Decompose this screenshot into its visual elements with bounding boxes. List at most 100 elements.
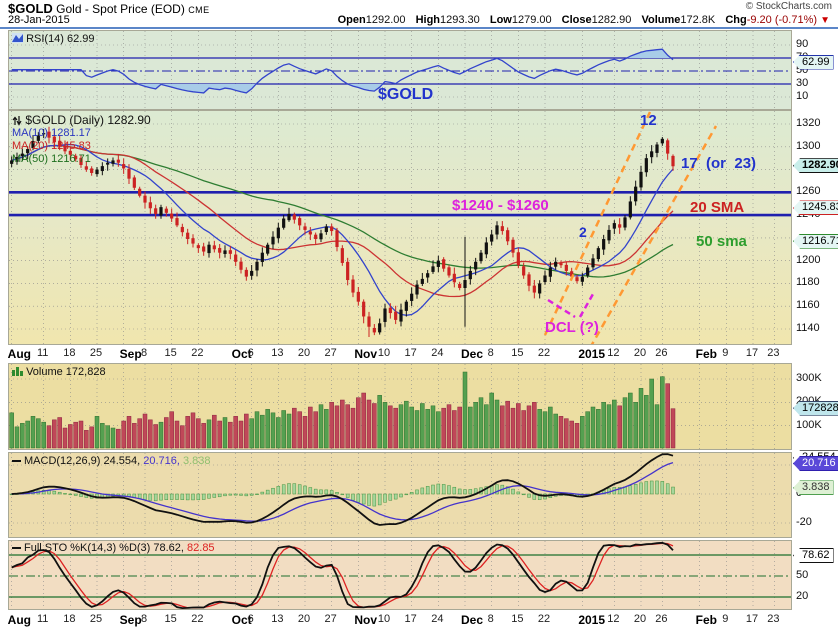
- rsi-value-box: 62.99: [793, 54, 834, 70]
- macd-signal-line: [11, 461, 674, 522]
- volume-legend: Volume 172,828: [12, 366, 106, 378]
- rsi-axis-tick: 90: [796, 38, 809, 50]
- price-panel: [8, 110, 792, 345]
- x-axis-label: 13: [271, 347, 284, 359]
- rsi-indicator-icon: [12, 33, 23, 43]
- open-value: 1292.00: [365, 14, 406, 26]
- price-axis-tick: 1200: [796, 253, 821, 266]
- macd-hist-value: 3.838: [179, 455, 211, 467]
- price-plot: [9, 111, 791, 344]
- x-axis-label: 25: [89, 347, 103, 359]
- price-legend: $GOLD (Daily) 1282.90: [12, 113, 151, 127]
- x-axis-label: 26: [655, 613, 668, 625]
- x-axis-label: 15: [164, 613, 177, 625]
- price-axis-tick: 1180: [796, 276, 820, 289]
- high-label: High: [415, 14, 441, 26]
- vol-axis-tick: 100K: [796, 418, 822, 431]
- sto-legend-text: Full STO %K(14,3) %D(3) 78.62,: [24, 542, 184, 554]
- x-axis-label: 25: [89, 613, 103, 625]
- rsi-legend-text: RSI(14) 62.99: [26, 33, 95, 45]
- open-label: Open: [337, 14, 366, 26]
- x-axis-label: 24: [431, 347, 444, 359]
- volume-legend-text: Volume 172,828: [26, 366, 106, 378]
- x-axis-label: 12: [607, 613, 620, 625]
- x-axis-label: Sep: [119, 347, 142, 361]
- sto-plot: [9, 541, 791, 609]
- rsi-axis-tick: 10: [796, 90, 809, 102]
- x-axis-label: Oct: [231, 613, 252, 627]
- x-axis-label: 20: [297, 613, 311, 625]
- rsi-panel: [8, 30, 792, 110]
- x-axis-label: 20: [297, 347, 311, 359]
- volume-bars-group: [9, 371, 676, 449]
- chg-down-arrow-icon: ▼: [820, 15, 830, 26]
- price-value-box: 1216.71: [793, 233, 838, 249]
- vol-axis-tick: 300K: [796, 372, 822, 384]
- ma50-legend: MA(50) 1216.71: [12, 153, 91, 165]
- chart-annotation: 20 SMA: [690, 199, 745, 216]
- ma10-legend: MA(10) 1281.17: [12, 127, 91, 139]
- x-axis-label: 23: [767, 613, 780, 625]
- macd-value-box: 3.838: [793, 480, 834, 496]
- x-axis-label: 8: [487, 613, 494, 625]
- x-axis-label: 22: [537, 613, 551, 625]
- x-axis-label: 2015: [578, 613, 606, 627]
- x-axis-label: 17: [404, 347, 417, 359]
- chart-header: $GOLD Gold - Spot Price (EOD) CME © Stoc…: [0, 0, 838, 27]
- price-axis-tick: 1260: [796, 185, 821, 198]
- macd-axis-tick: -20: [796, 516, 812, 528]
- price-value-box: 1245.83: [793, 200, 838, 216]
- copyright: © StockCharts.com: [745, 1, 832, 12]
- vol-plot: [9, 364, 791, 449]
- high-value: 1293.30: [440, 14, 480, 26]
- chg-value: -9.20 (-0.71%): [746, 14, 818, 26]
- x-axis-label: 15: [511, 347, 524, 359]
- candles-group: [10, 126, 675, 337]
- x-axis-label: 8: [487, 347, 494, 359]
- rsi-legend: RSI(14) 62.99: [12, 33, 95, 45]
- x-axis-label: 12: [607, 347, 620, 359]
- price-value-box: 1282.90: [793, 158, 838, 174]
- x-axis-label: Oct: [231, 347, 252, 361]
- volume-panel: [8, 363, 792, 450]
- x-axis-label: 18: [63, 613, 76, 625]
- x-axis-label: 18: [63, 347, 76, 359]
- macd-panel: [8, 452, 792, 538]
- x-axis-label: 13: [271, 613, 284, 625]
- chart-annotation: 12: [640, 112, 657, 129]
- rsi-line: [11, 48, 674, 94]
- x-axis-label: 6: [247, 347, 254, 359]
- x-axis-label: 23: [767, 347, 780, 359]
- rsi-plot: [9, 31, 791, 109]
- x-axis-label: Nov: [354, 347, 377, 361]
- ma50-legend-text: MA(50) 1216.71: [12, 153, 91, 165]
- x-axis-label: Feb: [695, 347, 717, 361]
- vol-value-box: 172828: [793, 400, 838, 416]
- chart-annotation: $1240 - $1260: [452, 197, 549, 214]
- x-axis-label: Feb: [695, 613, 717, 627]
- chart-date: 28-Jan-2015: [8, 14, 70, 26]
- chart-annotation: 2: [579, 224, 587, 240]
- x-axis-label: 24: [431, 613, 444, 625]
- ma20-legend: MA(20) 1245.83: [12, 140, 91, 152]
- low-label: Low: [489, 14, 512, 26]
- low-value: 1279.00: [511, 14, 552, 26]
- x-axis-label: Sep: [119, 613, 142, 627]
- x-axis-label: 15: [164, 347, 177, 359]
- symbol-title: $GOLD Gold - Spot Price (EOD) CME: [8, 1, 210, 16]
- chg-label: Chg: [725, 14, 747, 26]
- macd-value-box: 20.716: [793, 455, 838, 471]
- x-axis-label: 20: [633, 347, 647, 359]
- x-axis-label: 20: [633, 613, 647, 625]
- sto-axis-tick: 20: [796, 590, 809, 602]
- close-label: Close: [561, 14, 592, 26]
- x-axis-label: 8: [140, 613, 148, 625]
- x-axis-label: 22: [191, 347, 204, 359]
- chart-annotation: $GOLD: [378, 86, 434, 103]
- volume-bars-icon: [12, 367, 23, 376]
- sto-axis-tick: 50: [796, 569, 809, 581]
- x-axis-label: 22: [191, 613, 204, 625]
- macd-swatch-icon: [12, 460, 21, 463]
- x-axis-label: 9: [722, 613, 729, 625]
- x-axis-label: 27: [324, 613, 337, 625]
